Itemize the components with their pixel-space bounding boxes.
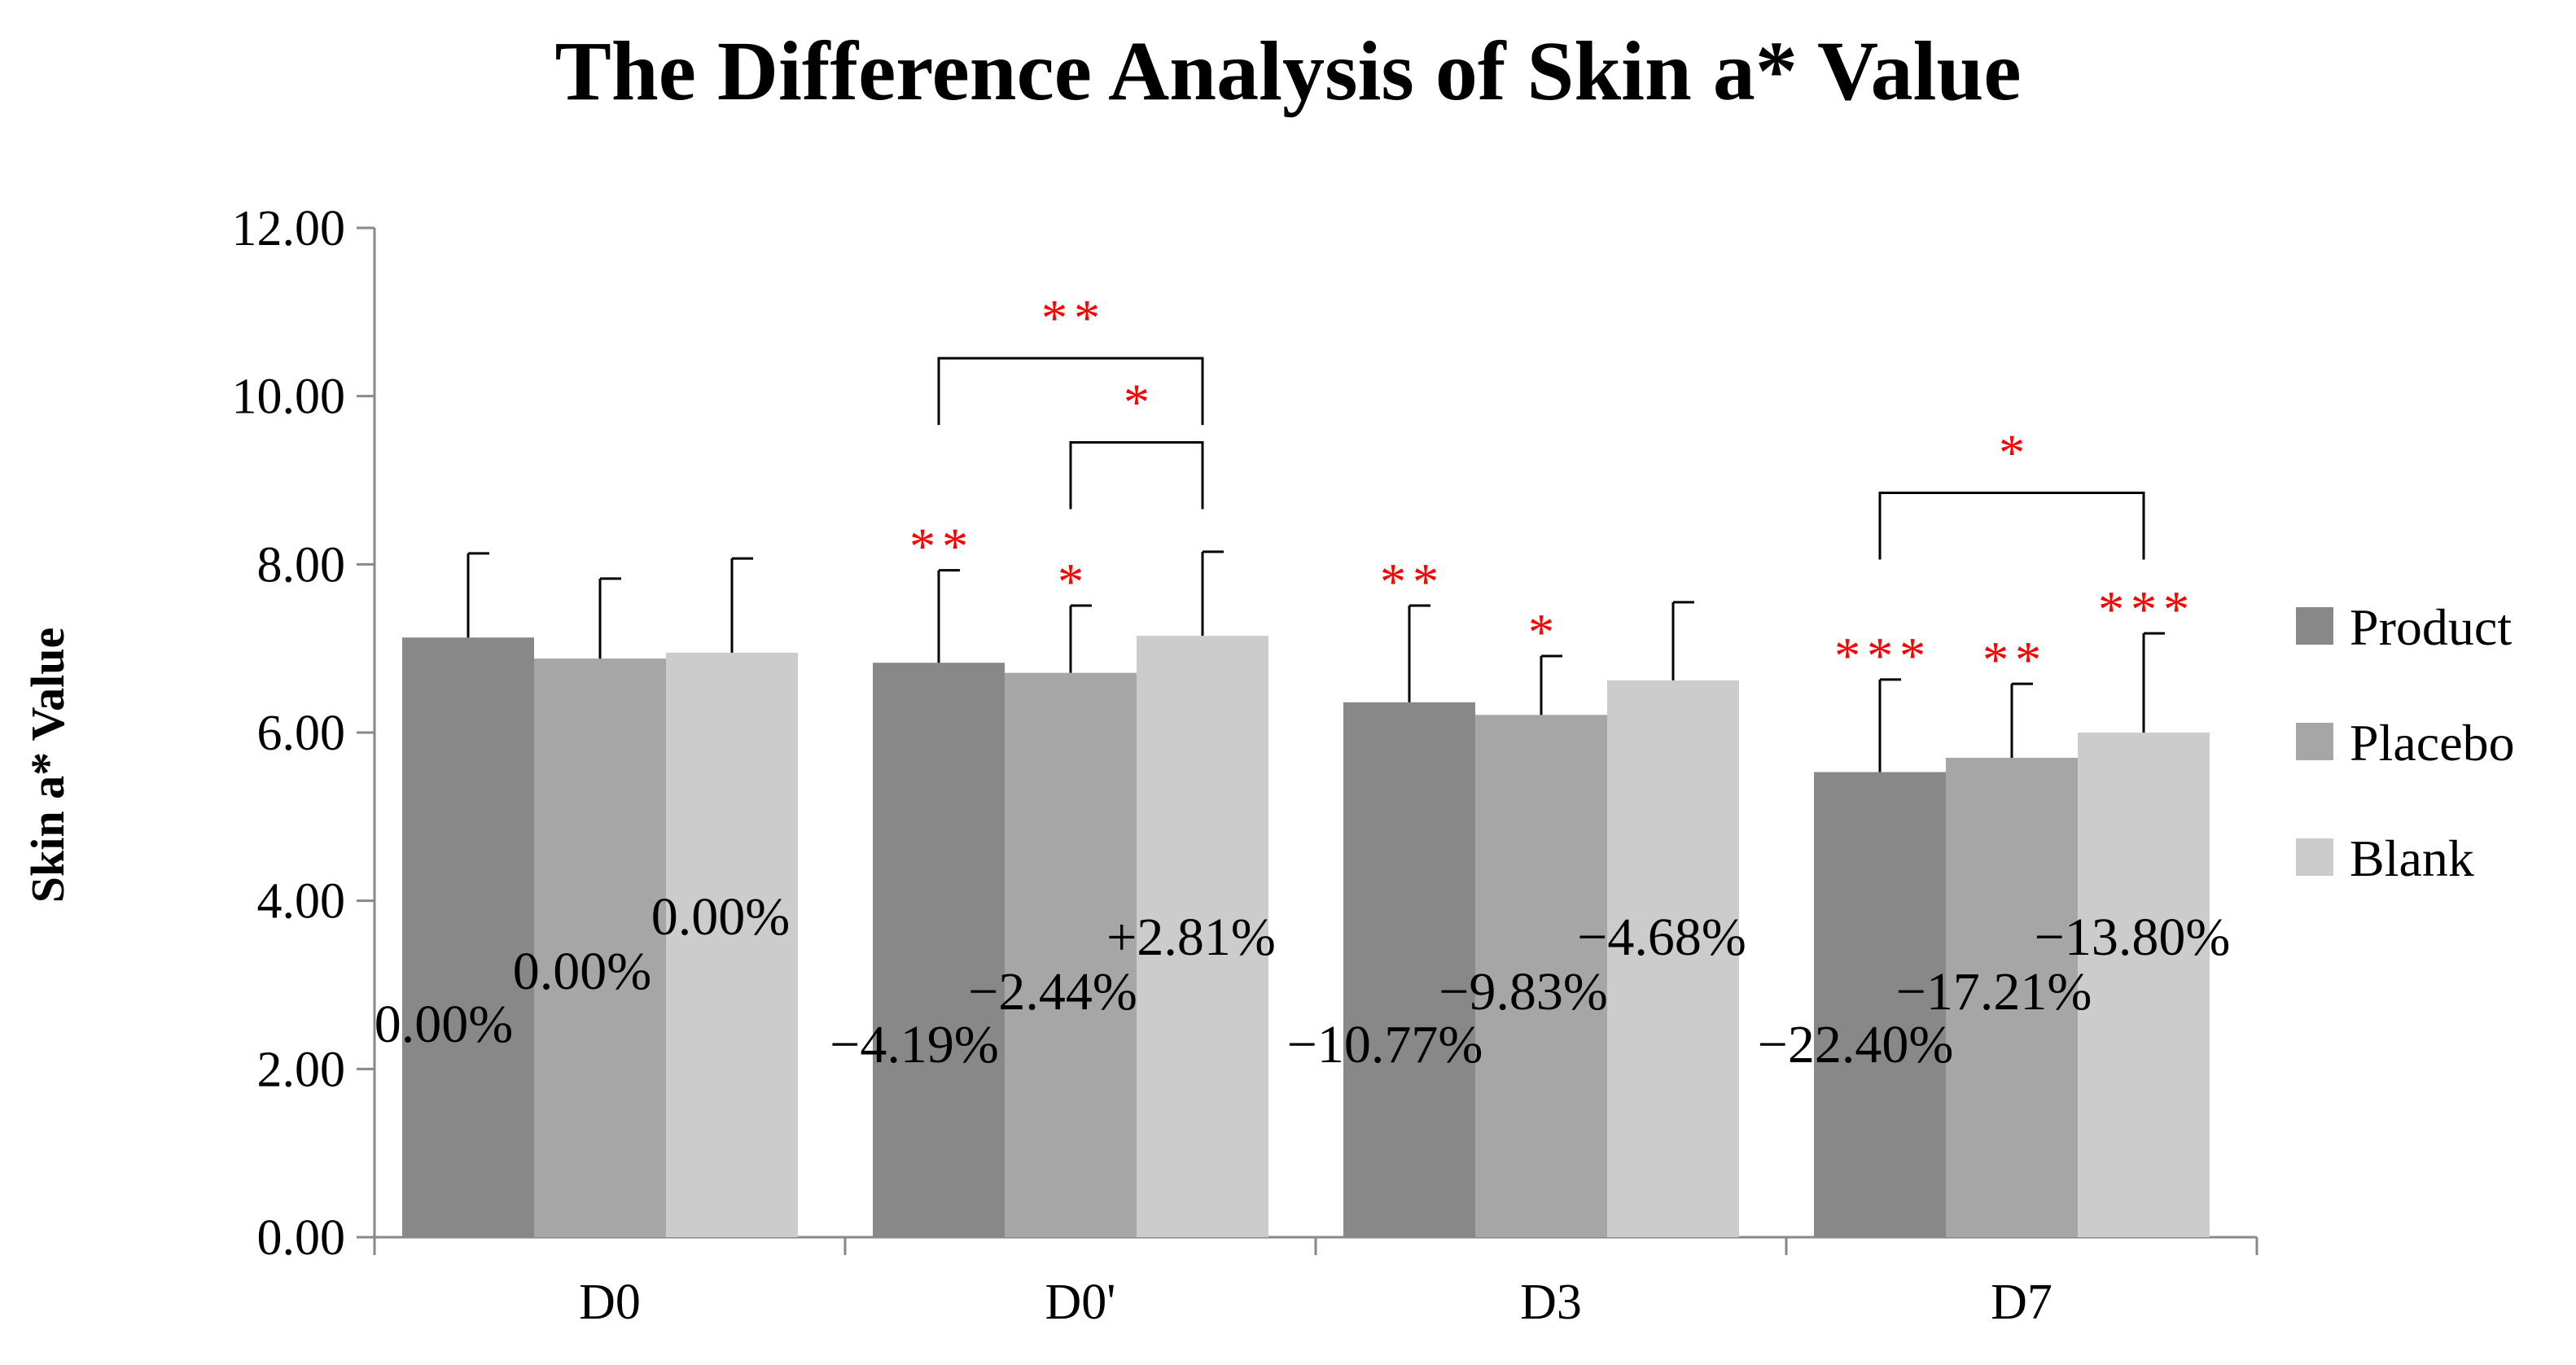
- percent-change-label: 0.00%: [651, 887, 790, 947]
- y-tick-label: 12.00: [232, 201, 346, 256]
- legend-label-product: Product: [2350, 598, 2512, 656]
- chart-title: The Difference Analysis of Skin a* Value: [555, 24, 2022, 118]
- significance-stars: **: [1380, 553, 1445, 610]
- x-category-label: D3: [1520, 1275, 1582, 1330]
- legend-label-blank: Blank: [2350, 829, 2474, 887]
- percent-change-label: −13.80%: [2035, 908, 2231, 967]
- significance-stars: ***: [2098, 580, 2196, 638]
- plot-area: 0.002.004.006.008.0010.0012.00D00.00%0.0…: [232, 201, 2258, 1330]
- bar-blank: [1607, 680, 1739, 1237]
- percent-change-label: +2.81%: [1106, 908, 1276, 967]
- y-tick-label: 2.00: [257, 1042, 346, 1097]
- y-axis-title: Skin a* Value: [21, 628, 74, 903]
- legend-label-placebo: Placebo: [2350, 714, 2515, 772]
- bar-blank: [1137, 636, 1268, 1237]
- bar-blank: [666, 652, 798, 1237]
- percent-change-label: −9.83%: [1439, 962, 1608, 1022]
- bar-placebo: [1475, 715, 1607, 1237]
- bar-placebo: [1946, 758, 2078, 1237]
- legend: Product Placebo Blank: [2296, 598, 2515, 887]
- bar-placebo: [534, 658, 666, 1237]
- percent-change-label: −22.40%: [1758, 1015, 1954, 1074]
- legend-swatch-product: [2296, 607, 2333, 645]
- percent-change-label: 0.00%: [513, 942, 651, 1001]
- percent-change-label: −4.19%: [830, 1015, 999, 1074]
- bar-placebo: [1005, 672, 1137, 1237]
- percent-change-label: −10.77%: [1287, 1015, 1483, 1074]
- comparison-bracket: [1878, 492, 2145, 560]
- comparison-bracket: [937, 357, 1204, 426]
- significance-stars: **: [1982, 631, 2048, 689]
- percent-change-label: −4.68%: [1577, 908, 1746, 967]
- comparison-bracket: [1069, 441, 1204, 510]
- x-category-label: D7: [1991, 1275, 2052, 1330]
- x-category-label: D0: [579, 1275, 641, 1330]
- bar-product: [1343, 702, 1475, 1237]
- comparison-stars: **: [1041, 289, 1106, 347]
- significance-stars: **: [909, 518, 975, 575]
- bar-product: [402, 637, 534, 1237]
- y-tick-label: 8.00: [257, 537, 346, 593]
- bar-product: [873, 663, 1005, 1237]
- significance-stars: ***: [1834, 627, 1932, 685]
- significance-stars: *: [1058, 553, 1090, 610]
- y-tick-label: 4.00: [257, 874, 346, 930]
- percent-change-label: −17.21%: [1896, 962, 2092, 1022]
- bar-product: [1814, 772, 1946, 1237]
- comparison-stars: *: [1124, 374, 1156, 431]
- y-tick-label: 6.00: [257, 706, 346, 761]
- bar-blank: [2078, 733, 2210, 1237]
- comparison-stars: *: [1999, 424, 2031, 482]
- y-tick-label: 0.00: [257, 1210, 346, 1266]
- percent-change-label: −2.44%: [968, 962, 1137, 1022]
- percent-change-label: 0.00%: [375, 995, 513, 1054]
- y-tick-label: 10.00: [232, 370, 346, 425]
- legend-swatch-blank: [2296, 838, 2333, 876]
- significance-stars: *: [1528, 603, 1561, 661]
- x-category-label: D0': [1045, 1275, 1116, 1330]
- legend-swatch-placebo: [2296, 723, 2333, 760]
